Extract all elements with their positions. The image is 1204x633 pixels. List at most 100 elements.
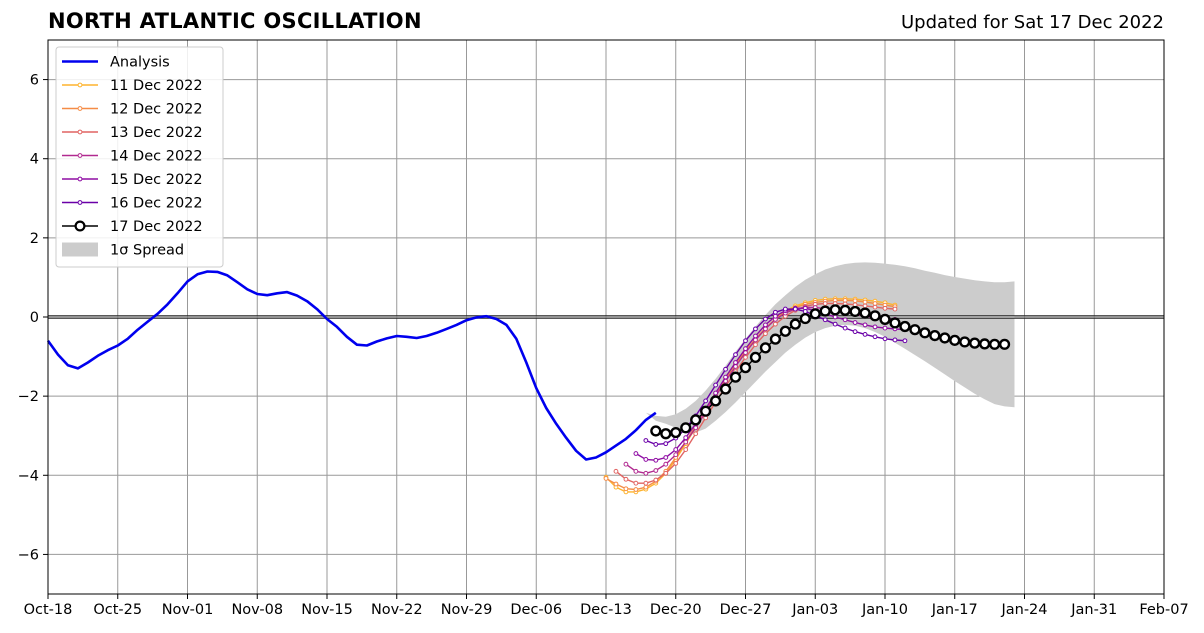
legend-item-analysis[interactable]: Analysis xyxy=(62,55,170,71)
data-point xyxy=(862,303,868,309)
legend-marker xyxy=(77,176,83,182)
chart-title: NORTH ATLANTIC OSCILLATION xyxy=(48,9,422,33)
data-point xyxy=(683,447,689,452)
data-point xyxy=(683,435,689,441)
x-tick-label: Jan-10 xyxy=(861,602,908,618)
legend-label: 14 Dec 2022 xyxy=(110,149,203,165)
data-point xyxy=(753,333,758,339)
data-point xyxy=(680,422,692,434)
data-point xyxy=(769,333,781,345)
data-point xyxy=(743,338,748,344)
data-point xyxy=(743,354,748,360)
legend-item-13-dec-2022[interactable]: 13 Dec 2022 xyxy=(62,125,203,141)
data-point xyxy=(633,468,639,474)
data-point xyxy=(862,299,868,305)
legend-item-1-spread[interactable]: 1σ Spread xyxy=(62,242,184,259)
data-point xyxy=(673,447,679,452)
data-point xyxy=(683,439,689,445)
data-point xyxy=(753,342,758,348)
series-line xyxy=(605,299,896,491)
data-point xyxy=(763,331,768,337)
data-point xyxy=(892,306,898,312)
data-point xyxy=(919,327,931,339)
data-point xyxy=(822,317,828,323)
data-point xyxy=(690,414,702,426)
data-point xyxy=(829,304,841,316)
series-analysis xyxy=(46,270,657,461)
data-point xyxy=(713,382,719,388)
legend-marker xyxy=(77,200,83,205)
data-point xyxy=(792,306,798,312)
data-point xyxy=(673,461,679,466)
legend-item-12-dec-2022[interactable]: 12 Dec 2022 xyxy=(62,102,203,118)
data-point xyxy=(872,304,878,310)
series-group xyxy=(46,270,1011,495)
legend-item-17-dec-2022[interactable]: 17 Dec 2022 xyxy=(62,219,203,235)
data-point xyxy=(859,307,871,319)
data-point xyxy=(939,332,951,344)
data-point xyxy=(842,317,848,323)
data-point xyxy=(713,390,719,396)
data-point xyxy=(779,325,791,337)
data-point xyxy=(663,441,669,447)
x-axis: Oct-18 Oct-25 Nov-01 Nov-08 Nov-15 Nov-22 Nov-… xyxy=(24,594,1189,618)
x-tick-label: Oct-25 xyxy=(93,602,142,618)
legend-item-16-dec-2022[interactable]: 16 Dec 2022 xyxy=(62,196,203,212)
series-line xyxy=(605,298,896,493)
spread-band-area xyxy=(645,262,1015,433)
x-tick-label: Jan-31 xyxy=(1070,602,1117,618)
data-point xyxy=(879,313,891,325)
data-point xyxy=(822,301,828,306)
data-point xyxy=(719,383,732,395)
data-point xyxy=(809,308,821,320)
data-point xyxy=(733,360,738,365)
data-point xyxy=(842,325,848,331)
spread-band xyxy=(645,262,1015,433)
chart-subtitle: Updated for Sat 17 Dec 2022 xyxy=(900,12,1164,33)
y-tick-label: 4 xyxy=(30,152,39,168)
data-point xyxy=(633,480,639,486)
x-tick-label: Nov-22 xyxy=(371,602,423,618)
data-point xyxy=(989,338,1001,350)
legend-item-14-dec-2022[interactable]: 14 Dec 2022 xyxy=(62,149,203,165)
zero-line xyxy=(48,315,1164,319)
legend-marker xyxy=(77,153,83,158)
data-point xyxy=(852,329,858,335)
data-point xyxy=(753,326,758,332)
data-point xyxy=(749,351,762,363)
data-point xyxy=(613,481,619,487)
data-point xyxy=(929,329,941,342)
data-point xyxy=(979,338,991,350)
data-point xyxy=(849,305,861,318)
data-point xyxy=(633,451,639,456)
data-point xyxy=(633,487,639,492)
x-tick-label: Feb-07 xyxy=(1139,602,1188,618)
y-tick-label: 0 xyxy=(30,310,39,326)
data-point xyxy=(653,477,659,483)
data-point xyxy=(882,325,888,331)
data-point xyxy=(653,442,659,447)
legend-box xyxy=(55,46,224,268)
data-point xyxy=(789,318,801,330)
data-point xyxy=(723,374,728,380)
x-tick-label: Oct-18 xyxy=(24,602,73,618)
y-tick-label: 6 xyxy=(30,73,39,89)
data-point xyxy=(902,338,908,344)
legend-item-11-dec-2022[interactable]: 11 Dec 2022 xyxy=(62,78,203,94)
data-point xyxy=(909,324,921,336)
y-tick-label: −4 xyxy=(18,468,39,484)
data-point xyxy=(623,486,629,492)
legend-item-15-dec-2022[interactable]: 15 Dec 2022 xyxy=(62,172,203,188)
legend[interactable]: Analysis 11 Dec 2022 12 Dec 2022 13 Dec 202… xyxy=(55,46,224,268)
legend-label: 11 Dec 2022 xyxy=(110,78,203,94)
data-point xyxy=(759,342,772,354)
x-tick-label: Jan-24 xyxy=(1000,602,1047,618)
data-point xyxy=(892,337,898,343)
data-point xyxy=(869,310,881,322)
data-point xyxy=(852,298,858,304)
x-tick-label: Jan-17 xyxy=(931,602,978,618)
legend-label: 12 Dec 2022 xyxy=(110,102,203,118)
legend-marker xyxy=(77,106,83,111)
x-tick-label: Dec-13 xyxy=(580,602,632,618)
